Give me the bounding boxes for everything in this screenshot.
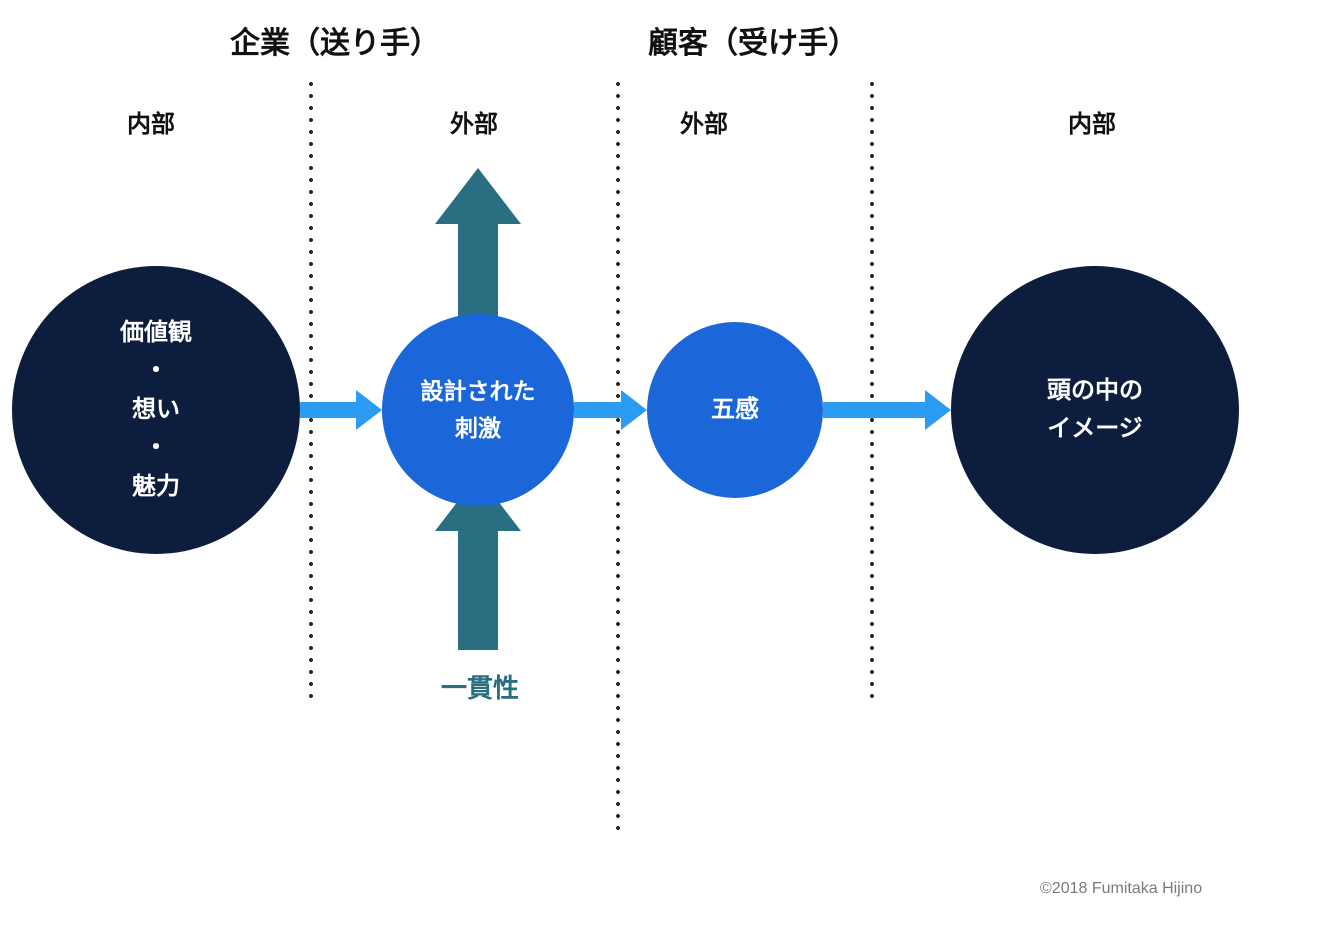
heading-customer: 顧客（受け手）	[648, 18, 858, 62]
divider-d1	[309, 78, 313, 700]
circle-c2-line: 刺激	[455, 410, 501, 447]
divider-d3	[870, 78, 874, 700]
circle-c2-line: 設計された	[421, 373, 536, 410]
flow-arrow-a1	[300, 390, 382, 430]
circle-c1-line: 価値観	[120, 314, 192, 352]
circle-c3: 五感	[647, 322, 823, 498]
subheading-inner_left: 内部	[127, 104, 175, 139]
circle-c1-line: ・	[144, 352, 168, 390]
heading-company: 企業（送り手）	[230, 18, 440, 62]
circle-c2: 設計された刺激	[382, 314, 574, 506]
subheading-inner_right: 内部	[1068, 104, 1116, 139]
consistency-caption: 一貫性	[441, 668, 519, 705]
circle-c3-line: 五感	[711, 391, 759, 429]
copyright-text: ©2018 Fumitaka Hijino	[1040, 880, 1202, 898]
diagram-stage: 企業（送り手）顧客（受け手）内部外部外部内部価値観・想い・魅力設計された刺激五感…	[0, 0, 1339, 925]
circle-c1-line: 魅力	[132, 468, 180, 506]
circle-c4-line: イメージ	[1047, 410, 1143, 448]
subheading-outer_left: 外部	[450, 104, 498, 139]
flow-arrow-a2	[574, 390, 647, 430]
circle-c1: 価値観・想い・魅力	[12, 266, 300, 554]
circle-c1-line: 想い	[132, 391, 180, 429]
circle-c4: 頭の中のイメージ	[951, 266, 1239, 554]
circle-c4-line: 頭の中の	[1047, 372, 1143, 410]
subheading-outer_right: 外部	[680, 104, 728, 139]
circle-c1-line: ・	[144, 429, 168, 467]
divider-d2	[616, 78, 620, 830]
flow-arrow-a3	[823, 390, 951, 430]
